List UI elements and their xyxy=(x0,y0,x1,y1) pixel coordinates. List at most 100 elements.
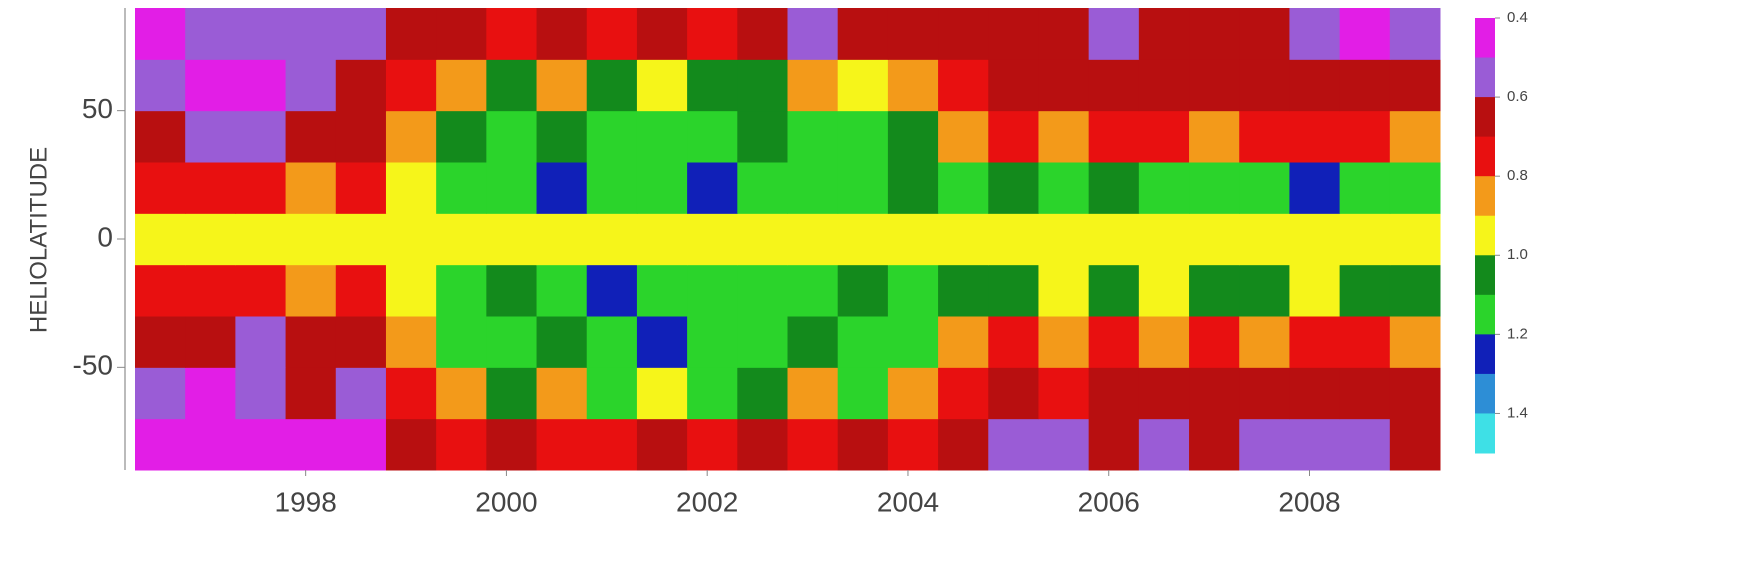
heat-cell xyxy=(787,8,839,60)
heat-cell xyxy=(1088,8,1140,60)
heat-cell xyxy=(1088,264,1140,317)
heat-cell xyxy=(486,59,538,112)
y-tick-label: 0 xyxy=(97,221,113,252)
heat-cell xyxy=(385,59,437,112)
heat-cell xyxy=(887,59,939,112)
x-tick-label: 2008 xyxy=(1278,486,1340,517)
heat-cell xyxy=(887,367,939,420)
heat-cell xyxy=(1038,367,1090,420)
heat-cell xyxy=(586,264,638,317)
heat-cell xyxy=(285,316,337,368)
heat-cell xyxy=(135,213,186,266)
heat-cell xyxy=(887,418,939,471)
heat-cell xyxy=(1289,59,1341,112)
heat-cell xyxy=(586,162,638,214)
heat-cell xyxy=(687,418,738,471)
heat-cell xyxy=(1088,59,1140,112)
y-tick-label: 50 xyxy=(82,93,113,124)
colorbar-band xyxy=(1475,255,1495,296)
heat-cell xyxy=(285,418,337,471)
heat-cell xyxy=(486,110,538,163)
heat-cell xyxy=(185,418,236,471)
heat-cell xyxy=(1189,59,1240,112)
heat-cell xyxy=(737,418,788,471)
heat-cell xyxy=(787,162,839,214)
heat-cell xyxy=(787,418,839,471)
y-tick-label: -50 xyxy=(73,350,113,381)
heat-cell xyxy=(687,59,738,112)
heat-cell xyxy=(185,162,236,214)
heat-cell xyxy=(536,110,588,163)
heat-cell xyxy=(436,367,487,420)
heat-cell xyxy=(1289,110,1341,163)
heat-cell xyxy=(586,367,638,420)
heat-cell xyxy=(1339,8,1391,60)
heat-cell xyxy=(887,162,939,214)
heat-cell xyxy=(787,264,839,317)
heat-cell xyxy=(586,110,638,163)
heat-cell xyxy=(1138,8,1190,60)
heat-cell xyxy=(938,162,989,214)
heat-cell xyxy=(636,316,688,368)
heat-cell xyxy=(887,264,939,317)
heat-cell xyxy=(536,316,588,368)
heat-cell xyxy=(1189,213,1240,266)
heat-cell xyxy=(1339,418,1391,471)
heat-cell xyxy=(687,110,738,163)
heat-cell xyxy=(887,8,939,60)
heat-cell xyxy=(687,162,738,214)
heat-cell xyxy=(1189,110,1240,163)
heat-cell xyxy=(1289,418,1341,471)
heat-cell xyxy=(436,418,487,471)
heat-cell xyxy=(636,110,688,163)
heat-cell xyxy=(335,264,387,317)
heat-cell xyxy=(837,59,889,112)
heat-cell xyxy=(687,264,738,317)
heat-cell xyxy=(285,162,337,214)
heat-cell xyxy=(385,110,437,163)
colorbar-band xyxy=(1475,373,1495,414)
heat-cell xyxy=(1038,418,1090,471)
heat-cell xyxy=(1339,162,1391,214)
heat-cell xyxy=(737,316,788,368)
heat-cell xyxy=(1038,59,1090,112)
heat-cell xyxy=(988,418,1039,471)
heat-cell xyxy=(1289,316,1341,368)
colorbar-tick-label: 0.4 xyxy=(1507,9,1528,26)
heat-cell xyxy=(1389,418,1441,471)
heat-cell xyxy=(988,110,1039,163)
heat-cell xyxy=(536,264,588,317)
heat-cell xyxy=(185,59,236,112)
heat-cell xyxy=(486,162,538,214)
heat-cell xyxy=(235,162,287,214)
heat-cell xyxy=(1339,59,1391,112)
heat-cell xyxy=(1339,110,1391,163)
heat-cell xyxy=(1289,264,1341,317)
heat-cell xyxy=(436,162,487,214)
heat-cell xyxy=(1189,264,1240,317)
heat-cell xyxy=(636,162,688,214)
heat-cell xyxy=(1389,59,1441,112)
heat-cell xyxy=(687,213,738,266)
heat-cell xyxy=(436,316,487,368)
heat-cell xyxy=(1289,162,1341,214)
heat-cell xyxy=(938,367,989,420)
heat-cell xyxy=(185,213,236,266)
heat-cell xyxy=(1038,264,1090,317)
heat-cell xyxy=(1239,367,1290,420)
heat-cell xyxy=(385,264,437,317)
heat-cell xyxy=(135,418,186,471)
heat-cell xyxy=(1038,213,1090,266)
heat-cell xyxy=(285,367,337,420)
heat-cell xyxy=(385,8,437,60)
heat-cell xyxy=(837,367,889,420)
heat-cell xyxy=(1138,110,1190,163)
heat-cell xyxy=(1088,213,1140,266)
heat-cell xyxy=(1389,213,1441,266)
x-tick-label: 2002 xyxy=(676,486,738,517)
heat-cell xyxy=(135,264,186,317)
heat-cell xyxy=(1239,213,1290,266)
colorbar-band xyxy=(1475,18,1495,59)
y-axis-label: HELIOLATITUDE xyxy=(25,147,52,333)
